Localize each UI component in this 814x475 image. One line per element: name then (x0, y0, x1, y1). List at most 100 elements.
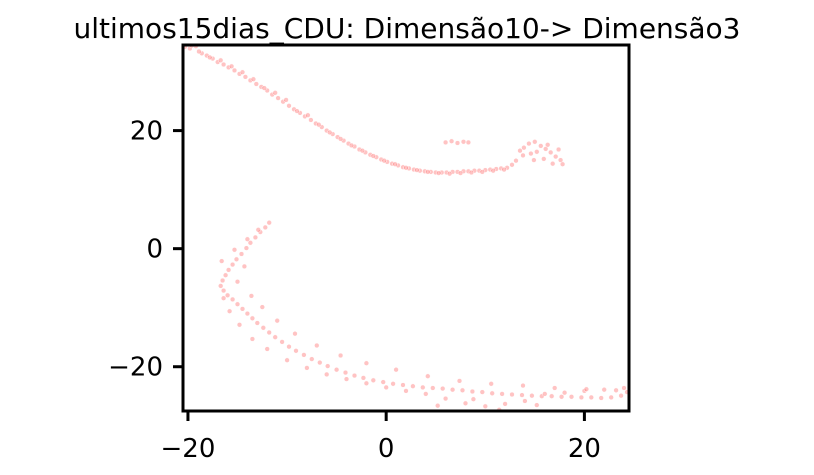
data-point (528, 150, 534, 157)
data-point (384, 159, 390, 165)
data-point (459, 387, 466, 393)
data-point (218, 57, 224, 63)
data-point (233, 256, 240, 262)
y-tick-label: 0 (146, 235, 163, 265)
data-point (588, 394, 594, 401)
data-point (324, 371, 330, 378)
y-axis: −20 0 20 (108, 117, 183, 383)
data-point (608, 394, 614, 401)
data-point (470, 396, 477, 402)
data-point (255, 227, 261, 233)
data-point (519, 392, 525, 398)
data-point (254, 320, 260, 326)
data-point (297, 110, 303, 116)
data-point (280, 99, 286, 105)
data-point (423, 391, 429, 397)
y-tick-label: −20 (108, 353, 163, 383)
data-point (449, 387, 456, 393)
data-point (284, 357, 290, 363)
data-point (454, 169, 461, 175)
data-point (199, 50, 205, 56)
data-point (425, 373, 431, 379)
data-point (342, 369, 349, 376)
chart-title: ultimos15dias_CDU: Dimensão10-> Dimensão… (74, 12, 741, 45)
data-point (229, 296, 236, 303)
data-point (330, 131, 336, 137)
data-point (241, 263, 248, 270)
data-point (443, 169, 450, 176)
data-point (613, 387, 619, 393)
data-point (279, 339, 285, 345)
data-point (286, 103, 292, 109)
data-point (220, 61, 227, 68)
data-point (238, 251, 245, 257)
data-point (479, 169, 485, 175)
data-point (552, 385, 558, 391)
data-point (534, 402, 540, 408)
data-point (499, 391, 505, 397)
data-point (498, 165, 504, 172)
data-point (294, 108, 300, 114)
data-point (340, 137, 347, 144)
data-point (383, 384, 389, 391)
data-point (334, 134, 341, 140)
data-point (325, 363, 331, 369)
axes-frame (181, 43, 631, 413)
data-point (253, 81, 259, 87)
data-point (345, 140, 352, 147)
data-point (381, 158, 387, 164)
data-point (244, 310, 251, 317)
data-point (252, 234, 259, 241)
data-point (601, 387, 607, 393)
data-point (462, 400, 469, 406)
data-point (351, 143, 358, 150)
data-point (231, 67, 238, 74)
data-point (333, 367, 340, 373)
data-point (204, 52, 210, 59)
data-point (465, 168, 472, 174)
data-point (534, 149, 540, 155)
data-point (363, 360, 370, 366)
data-point (362, 149, 369, 156)
data-point (215, 59, 221, 65)
data-point (403, 388, 409, 394)
data-point (420, 384, 426, 391)
data-point (291, 106, 297, 112)
data-point (509, 162, 515, 168)
data-point (219, 277, 226, 284)
data-point (513, 158, 519, 164)
data-point (210, 55, 216, 62)
data-point (261, 85, 267, 91)
data-point (558, 394, 565, 400)
data-point (207, 54, 213, 61)
data-point (538, 143, 544, 149)
data-point (292, 331, 298, 337)
data-point (488, 381, 494, 387)
data-point (272, 334, 278, 340)
data-point (244, 236, 251, 242)
y-tick-label: 20 (130, 117, 163, 147)
data-point (489, 390, 495, 396)
data-point (460, 139, 467, 145)
data-point (482, 403, 488, 409)
data-point (559, 161, 566, 167)
data-point (378, 156, 384, 163)
data-point (561, 390, 568, 396)
data-point (348, 142, 355, 149)
data-point (229, 261, 236, 268)
data-point (456, 378, 463, 384)
plot-area (181, 43, 631, 413)
data-point (228, 63, 235, 69)
data-point (393, 367, 399, 373)
data-point (520, 382, 526, 389)
data-point (476, 168, 482, 174)
data-point (259, 304, 265, 310)
data-point (234, 301, 241, 307)
x-tick-label: 0 (378, 434, 395, 464)
data-point (583, 386, 590, 392)
data-point (337, 352, 344, 359)
data-point (293, 348, 299, 354)
data-point (360, 375, 367, 381)
data-point (313, 120, 319, 127)
data-point (545, 142, 551, 148)
